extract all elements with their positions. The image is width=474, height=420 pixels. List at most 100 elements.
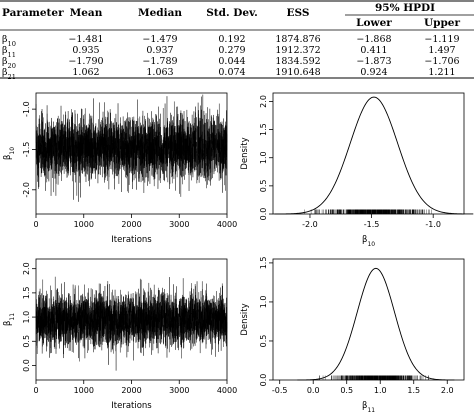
y-tick-label: 1.0 [22, 311, 31, 324]
table-row: β10 −1.481 −1.479 0.192 1874.876 −1.868 −1.119 [2, 34, 460, 48]
cell-hpdi-lower: 0.411 [360, 45, 387, 56]
x-tick-label: 3000 [169, 386, 189, 395]
cell-hpdi-upper: −1.706 [424, 56, 459, 67]
y-tick-label: 0.0 [22, 359, 31, 372]
x-tick-label: 3000 [169, 220, 189, 229]
cell-hpdi-upper: 1.211 [428, 67, 455, 78]
cell-parameter: β21 [2, 67, 16, 80]
y-tick-label: -2.0 [22, 182, 31, 198]
density-curve [297, 267, 455, 381]
cell-std-dev: 0.192 [218, 34, 245, 45]
cell-std-dev: 0.279 [218, 45, 245, 56]
x-axis-label: β11 [362, 401, 375, 414]
y-axis-label: β11 [3, 313, 16, 326]
y-axis-label-symbol: β [3, 155, 13, 160]
y-axis-label: β10 [3, 147, 16, 160]
x-tick-label: 0.0 [307, 386, 320, 395]
x-axis-label-symbol: β [362, 235, 367, 245]
y-tick-label: 0.0 [259, 208, 268, 221]
cell-median: 1.063 [146, 67, 173, 78]
cell-parameter: β11 [2, 45, 16, 59]
density-curve [274, 96, 474, 215]
header-hpdi-lower: Lower [356, 17, 392, 29]
cell-hpdi-upper: 1.497 [428, 45, 455, 56]
y-axis-label-subscript: 10 [9, 147, 16, 155]
y-tick-label: 1.0 [259, 151, 268, 164]
cell-parameter-subscript: 11 [8, 51, 16, 59]
cell-ess: 1874.876 [275, 34, 320, 45]
y-tick-label: 0.5 [259, 335, 268, 348]
y-tick-label: 1.5 [259, 123, 268, 136]
cell-parameter-subscript: 10 [8, 40, 16, 48]
cell-hpdi-lower: 0.924 [360, 67, 387, 78]
x-tick-label: -1.0 [425, 220, 441, 229]
x-tick-label: 2.0 [441, 386, 454, 395]
table-body: β10 −1.481 −1.479 0.192 1874.876 −1.868 −1.119… [2, 34, 460, 80]
density-plot-beta11: -0.5 0.0 0.5 1.0 1.5 2.0 0.0 0.5 1.0 1.5 β11 Densit… [237, 250, 474, 416]
cell-hpdi-lower: −1.873 [356, 56, 391, 67]
x-tick-label: 4000 [217, 220, 237, 229]
y-tick-label: 2.0 [22, 262, 31, 275]
trace-chart-svg: 0 1000 2000 3000 4000 0.0 0.5 1.0 1.5 2.0 Iteratio… [3, 258, 237, 411]
y-tick-label: 0.0 [259, 374, 268, 387]
x-axis-label: β10 [362, 235, 375, 248]
cell-std-dev: 0.044 [218, 56, 245, 67]
cell-median: −1.479 [142, 34, 177, 45]
density-plot-beta10: -2.0 -1.5 -1.0 0.0 0.5 1.0 1.5 2.0 β10 Density [237, 84, 474, 250]
cell-median: −1.789 [142, 56, 177, 67]
statistics-table: Parameter Mean Median Std. Dev. ESS 95% … [0, 0, 474, 80]
cell-ess: 1834.592 [275, 56, 320, 67]
cell-std-dev: 0.074 [218, 67, 245, 78]
cell-parameter-symbol: β [2, 56, 8, 67]
y-tick-label: 0.5 [22, 335, 31, 348]
x-axis-label-subscript: 10 [367, 241, 375, 248]
cell-mean: −1.790 [68, 56, 103, 67]
x-tick-label: 1.5 [407, 386, 420, 395]
cell-parameter-symbol: β [2, 45, 8, 56]
plot-frame [272, 92, 465, 215]
x-tick-label: 2000 [121, 386, 141, 395]
y-tick-label: 2.0 [259, 95, 268, 108]
cell-parameter-subscript: 20 [8, 62, 16, 70]
density-chart-svg: -2.0 -1.5 -1.0 0.0 0.5 1.0 1.5 2.0 β10 Density [240, 92, 474, 248]
cell-mean: −1.481 [68, 34, 103, 45]
rug-marks [319, 375, 429, 380]
y-tick-label: 0.5 [259, 179, 268, 192]
trace-series-line [35, 276, 228, 371]
y-tick-label: 1.0 [259, 296, 268, 309]
cell-median: 0.937 [146, 45, 173, 56]
x-tick-label: 4000 [217, 386, 237, 395]
y-tick-label: 1.5 [259, 257, 268, 270]
x-tick-label: 0.5 [340, 386, 353, 395]
x-tick-label: 2000 [121, 220, 141, 229]
y-tick-label: 1.5 [22, 287, 31, 300]
header-mean: Mean [70, 7, 103, 19]
cell-mean: 0.935 [72, 45, 99, 56]
plot-frame [272, 258, 465, 381]
trace-series-line [35, 94, 228, 202]
cell-ess: 1910.648 [275, 67, 320, 78]
x-axis-label-subscript: 11 [367, 407, 375, 414]
x-tick-label: -0.5 [272, 386, 288, 395]
rug-marks [304, 209, 432, 214]
header-median: Median [138, 7, 182, 19]
x-tick-label: -2.0 [302, 220, 318, 229]
header-parameter: Parameter [2, 7, 64, 19]
density-chart-svg: -0.5 0.0 0.5 1.0 1.5 2.0 0.0 0.5 1.0 1.5 β11 Densit… [240, 257, 465, 414]
x-tick-label: 0 [33, 220, 38, 229]
trace-plot-beta10: 0 1000 2000 3000 4000 -2.0 -1.5 -1.0 Iterations β… [0, 84, 237, 250]
y-axis-label: Density [240, 303, 250, 335]
cell-parameter-symbol: β [2, 34, 8, 45]
y-tick-label: -1.5 [22, 142, 31, 158]
cell-hpdi-lower: −1.868 [356, 34, 391, 45]
x-axis-label: Iterations [111, 401, 152, 411]
header-ess: ESS [287, 7, 310, 19]
cell-hpdi-upper: −1.119 [424, 34, 459, 45]
table-row: β11 0.935 0.937 0.279 1912.372 0.411 1.497 [2, 45, 456, 59]
x-axis-label-symbol: β [362, 401, 367, 411]
y-axis-label: Density [240, 137, 250, 169]
header-hpdi-group: 95% HPDI [375, 2, 435, 14]
y-axis-label-subscript: 11 [9, 313, 16, 321]
y-axis-label-symbol: β [3, 321, 13, 326]
x-tick-label: 1000 [74, 220, 94, 229]
